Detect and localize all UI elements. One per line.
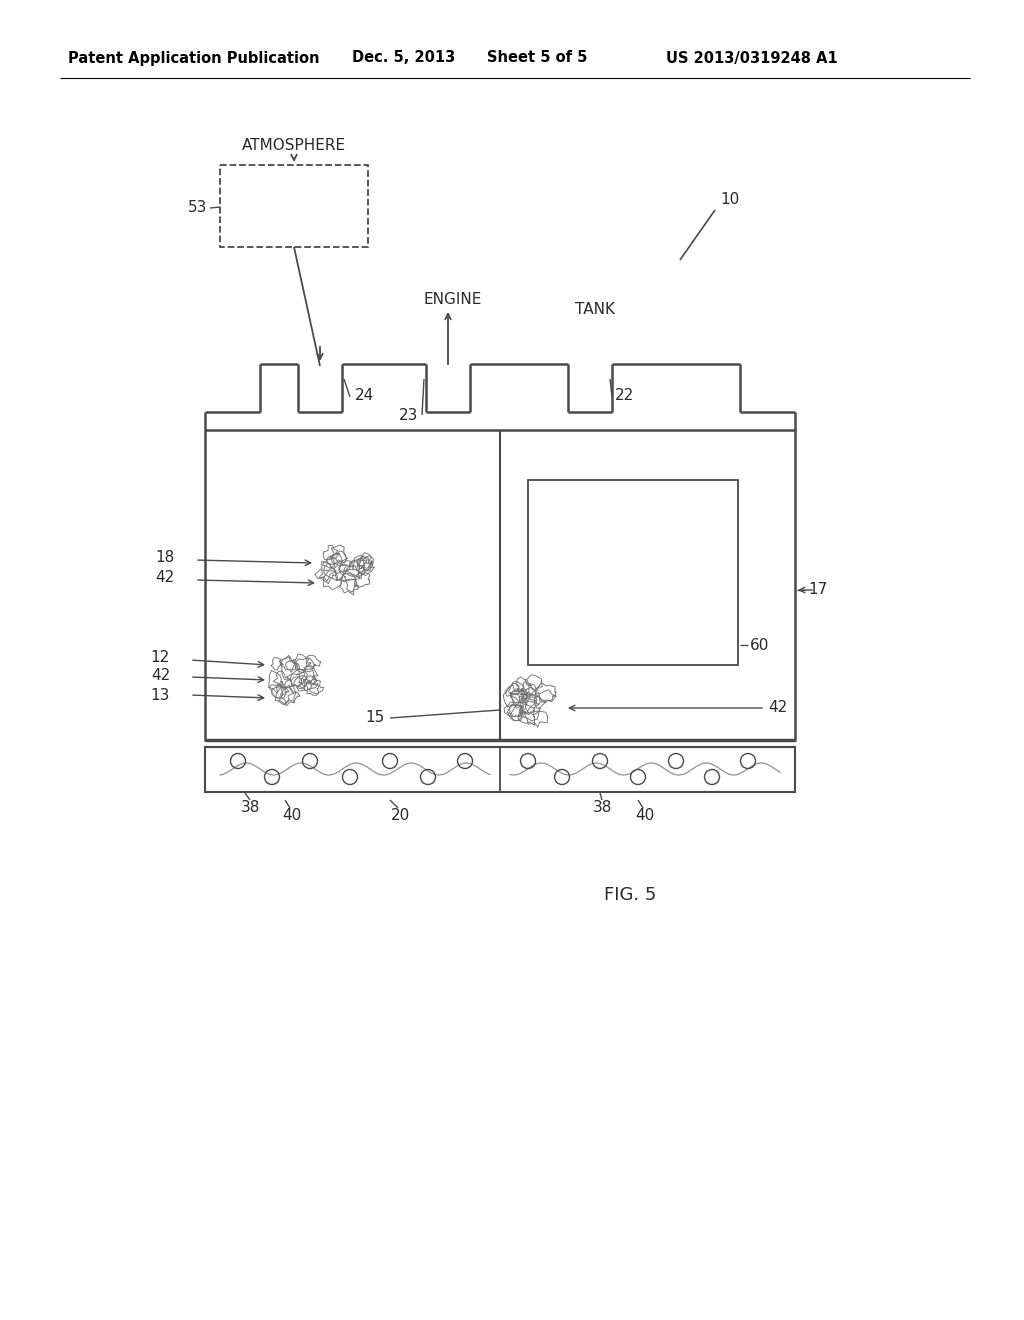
Polygon shape	[525, 675, 543, 692]
Text: 42: 42	[768, 701, 787, 715]
Polygon shape	[339, 565, 361, 581]
Text: 38: 38	[592, 800, 611, 816]
Polygon shape	[275, 684, 294, 705]
Text: 23: 23	[398, 408, 418, 422]
Text: ENGINE: ENGINE	[424, 292, 482, 306]
Text: Dec. 5, 2013: Dec. 5, 2013	[352, 50, 456, 66]
Polygon shape	[306, 655, 321, 669]
Polygon shape	[319, 568, 336, 583]
Polygon shape	[287, 669, 307, 690]
Text: 24: 24	[355, 388, 374, 403]
Text: 40: 40	[283, 808, 302, 822]
Polygon shape	[352, 556, 368, 570]
Polygon shape	[339, 561, 353, 572]
Polygon shape	[296, 657, 315, 671]
Text: 53: 53	[187, 201, 207, 215]
Polygon shape	[271, 657, 284, 671]
Polygon shape	[510, 693, 527, 706]
Bar	[205, 747, 795, 792]
Polygon shape	[323, 558, 335, 568]
Polygon shape	[509, 684, 519, 694]
Polygon shape	[535, 682, 556, 702]
Polygon shape	[301, 671, 315, 686]
Polygon shape	[504, 702, 523, 717]
Text: 22: 22	[615, 388, 634, 403]
Polygon shape	[330, 545, 346, 564]
Text: 10: 10	[720, 193, 739, 207]
Polygon shape	[294, 676, 309, 689]
Text: 18: 18	[156, 550, 175, 565]
Polygon shape	[293, 653, 310, 673]
Text: 17: 17	[808, 582, 827, 598]
Polygon shape	[290, 677, 302, 686]
Polygon shape	[331, 550, 347, 566]
Polygon shape	[518, 708, 535, 725]
Text: 13: 13	[151, 688, 170, 702]
Polygon shape	[510, 689, 525, 702]
Polygon shape	[324, 570, 341, 590]
Text: 42: 42	[151, 668, 170, 682]
Text: 40: 40	[635, 808, 654, 822]
Polygon shape	[279, 685, 296, 705]
Bar	[220, 165, 368, 247]
Polygon shape	[519, 693, 540, 714]
Polygon shape	[273, 671, 291, 686]
Polygon shape	[299, 664, 317, 685]
Polygon shape	[521, 698, 540, 721]
Polygon shape	[309, 680, 324, 694]
Polygon shape	[286, 661, 296, 672]
Polygon shape	[281, 688, 300, 706]
Polygon shape	[346, 579, 358, 591]
Polygon shape	[510, 705, 526, 721]
Text: FIG. 5: FIG. 5	[604, 886, 656, 904]
Text: 15: 15	[366, 710, 385, 726]
Text: 42: 42	[156, 570, 175, 586]
Polygon shape	[511, 689, 530, 706]
Polygon shape	[356, 556, 374, 572]
Polygon shape	[306, 680, 318, 696]
Text: TANK: TANK	[575, 301, 615, 317]
Text: ATMOSPHERE: ATMOSPHERE	[242, 137, 346, 153]
Polygon shape	[340, 573, 357, 595]
Polygon shape	[504, 685, 522, 708]
Polygon shape	[358, 561, 374, 576]
Polygon shape	[324, 545, 339, 560]
Polygon shape	[507, 705, 523, 717]
Text: 12: 12	[151, 651, 170, 665]
Polygon shape	[336, 572, 346, 582]
Polygon shape	[524, 694, 536, 706]
Bar	[205, 430, 795, 741]
Polygon shape	[268, 681, 286, 698]
Text: 38: 38	[241, 800, 260, 816]
Polygon shape	[328, 553, 342, 569]
Polygon shape	[354, 573, 370, 587]
Polygon shape	[299, 676, 317, 690]
Polygon shape	[508, 705, 522, 721]
Polygon shape	[282, 655, 296, 671]
Polygon shape	[522, 693, 546, 715]
Text: 60: 60	[750, 638, 769, 652]
Polygon shape	[346, 558, 365, 577]
Text: 20: 20	[390, 808, 410, 822]
Polygon shape	[324, 561, 346, 581]
Polygon shape	[269, 671, 286, 693]
Polygon shape	[280, 657, 299, 680]
Text: US 2013/0319248 A1: US 2013/0319248 A1	[666, 50, 838, 66]
Bar	[528, 480, 738, 665]
Polygon shape	[357, 553, 372, 568]
Polygon shape	[521, 688, 538, 702]
Polygon shape	[524, 711, 548, 727]
Text: Patent Application Publication: Patent Application Publication	[68, 50, 319, 66]
Text: Sheet 5 of 5: Sheet 5 of 5	[487, 50, 588, 66]
Polygon shape	[521, 681, 537, 697]
Polygon shape	[505, 681, 525, 697]
Polygon shape	[271, 685, 289, 698]
Polygon shape	[358, 557, 373, 572]
Polygon shape	[540, 690, 556, 702]
Polygon shape	[345, 561, 365, 578]
Polygon shape	[517, 677, 531, 693]
Polygon shape	[315, 561, 336, 581]
